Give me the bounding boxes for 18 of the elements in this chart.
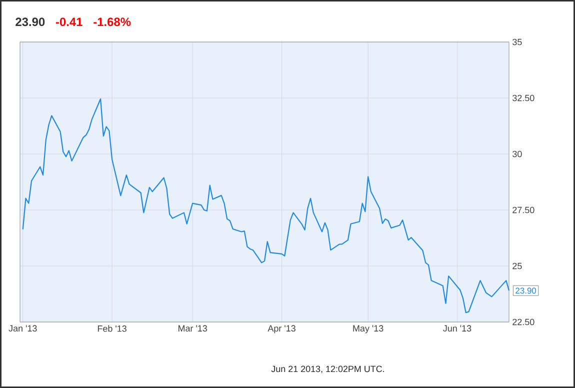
line-series (22, 98, 510, 314)
y-tick-label: 35 (512, 38, 522, 46)
y-tick-label: 32.50 (512, 94, 534, 102)
text: Jun 21 2013, 12:02PM UTC. (271, 366, 384, 374)
x-tick-label: Feb '13 (98, 325, 126, 332)
y-tick-label: 25 (512, 262, 522, 270)
x-tick-label: Mar '13 (178, 325, 207, 332)
x-tick-label: Jun '13 (443, 325, 472, 332)
y-tick-label: 30 (512, 150, 522, 158)
chart-title: 23.90 (16, 18, 45, 26)
x-tick-label: Jan '13 (8, 325, 37, 332)
text: -1.68% (94, 18, 131, 26)
x-tick-label: Apr '13 (268, 325, 296, 334)
x-tick-label: May '13 (353, 325, 384, 334)
text: -0.41 (56, 18, 82, 26)
annotation: 23.90 (516, 288, 536, 294)
y-tick-label: 22.50 (512, 318, 534, 326)
y-tick-label: 27.50 (512, 206, 534, 214)
